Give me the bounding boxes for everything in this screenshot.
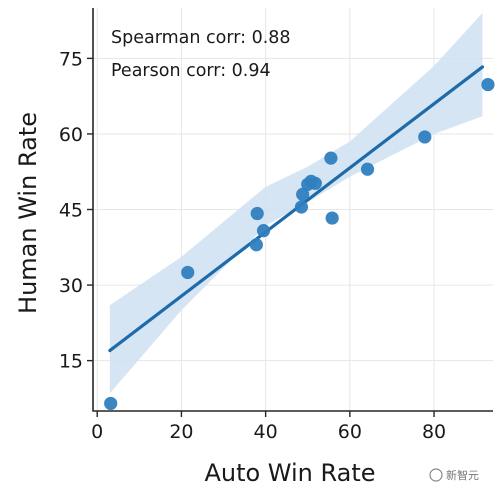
data-point [104, 396, 118, 411]
data-point [418, 130, 432, 144]
y-tick-labels: 15 30 45 60 75 [59, 48, 93, 373]
data-point [481, 77, 495, 92]
data-point [249, 238, 263, 252]
data-point [325, 211, 339, 225]
data-points [104, 77, 495, 411]
x-tick-label: 20 [169, 421, 193, 443]
y-tick-label: 15 [59, 351, 83, 373]
y-tick-label: 75 [59, 48, 83, 70]
data-point [181, 265, 195, 280]
x-axis-title: Auto Win Rate [204, 459, 375, 487]
y-tick-label: 30 [59, 275, 83, 297]
annotation-spearman: Spearman corr: 0.88 [111, 28, 291, 48]
x-tick-label: 80 [422, 421, 446, 443]
x-tick-labels: 0 20 40 60 80 [91, 411, 446, 443]
y-axis-title: Human Win Rate [14, 112, 42, 314]
x-tick-label: 60 [338, 421, 362, 443]
y-tick-label: 45 [59, 200, 83, 222]
wechat-icon [429, 468, 443, 482]
annotation-pearson: Pearson corr: 0.94 [111, 61, 271, 81]
data-point [296, 187, 310, 201]
x-tick-label: 40 [254, 421, 278, 443]
data-point [360, 162, 375, 176]
data-point [324, 151, 338, 165]
y-tick-label: 60 [59, 124, 83, 146]
data-point [294, 200, 309, 214]
data-point [250, 206, 264, 221]
watermark: 新智元 [429, 468, 479, 482]
data-point [308, 176, 322, 190]
data-point [256, 224, 271, 238]
x-tick-label: 0 [91, 421, 103, 443]
watermark-text: 新智元 [446, 468, 479, 482]
